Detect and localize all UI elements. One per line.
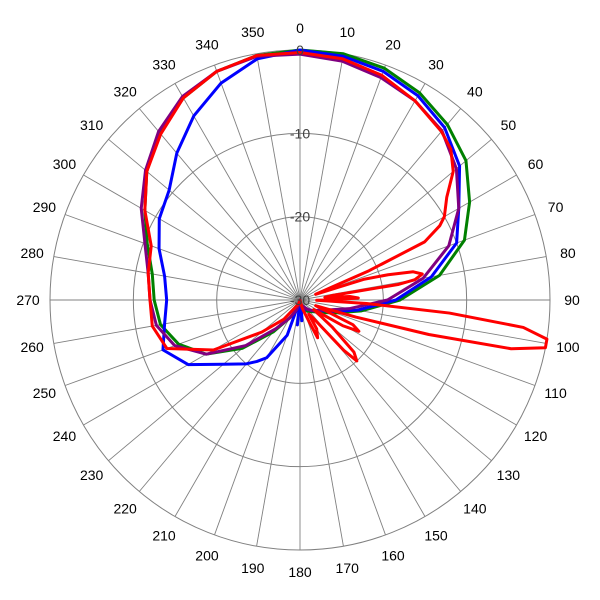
grid-spoke bbox=[108, 138, 301, 301]
angle-tick-label: 150 bbox=[424, 528, 448, 544]
angle-tick-label: 210 bbox=[152, 528, 176, 544]
grid-spoke bbox=[214, 64, 301, 301]
grid-spoke bbox=[138, 108, 301, 301]
angle-tick-label: 40 bbox=[467, 84, 483, 100]
angle-tick-label: 110 bbox=[544, 385, 567, 401]
angle-tick-label: 330 bbox=[152, 56, 176, 72]
grid-spoke bbox=[299, 299, 386, 536]
series-layer bbox=[139, 48, 549, 367]
angle-tick-label: 50 bbox=[501, 117, 517, 133]
angle-tick-label: 0 bbox=[296, 20, 304, 36]
angle-tick-labels: 0 10 20 30 40 50 60 70 80 90 100 110 120 130 140 150 160… bbox=[16, 20, 580, 580]
grid-spoke bbox=[299, 53, 344, 301]
grid-spoke bbox=[256, 53, 301, 301]
grid-spoke bbox=[299, 299, 547, 344]
angle-tick-label: 170 bbox=[336, 560, 360, 576]
angle-tick-label: 100 bbox=[556, 339, 580, 355]
angle-tick-label: 80 bbox=[560, 245, 576, 261]
grid-spoke bbox=[83, 299, 301, 426]
grid-spoke bbox=[299, 299, 344, 547]
angle-tick-label: 310 bbox=[80, 117, 104, 133]
angle-tick-label: 90 bbox=[564, 292, 580, 308]
angle-tick-label: 320 bbox=[113, 84, 137, 100]
angle-tick-label: 120 bbox=[524, 428, 548, 444]
grid-spoke bbox=[299, 64, 386, 301]
angle-tick-label: 350 bbox=[241, 24, 265, 40]
angle-tick-label: 30 bbox=[428, 56, 444, 72]
angle-tick-label: 300 bbox=[53, 156, 77, 172]
angle-tick-label: 250 bbox=[33, 385, 57, 401]
radial-tick-label: -10 bbox=[290, 125, 310, 141]
grid-spoke bbox=[174, 299, 301, 517]
grid-spoke bbox=[299, 108, 462, 301]
grid-spoke bbox=[299, 299, 536, 386]
angle-tick-label: 70 bbox=[548, 199, 564, 215]
angle-tick-label: 140 bbox=[463, 500, 487, 516]
series-line-2 bbox=[157, 48, 462, 367]
angle-tick-label: 260 bbox=[20, 339, 44, 355]
angle-tick-label: 60 bbox=[528, 156, 544, 172]
grid-spoke bbox=[83, 174, 301, 301]
angle-tick-label: 280 bbox=[20, 245, 44, 261]
grid-spoke bbox=[299, 174, 517, 301]
angle-tick-label: 230 bbox=[80, 467, 104, 483]
angle-tick-label: 20 bbox=[385, 36, 401, 52]
angle-tick-label: 160 bbox=[381, 548, 405, 564]
grid-spoke bbox=[53, 256, 301, 301]
angle-tick-label: 240 bbox=[53, 428, 77, 444]
grid-spoke bbox=[53, 299, 301, 344]
radial-tick-labels: 0 -10 -20 -30 bbox=[290, 42, 310, 308]
grid-spoke bbox=[64, 299, 301, 386]
grid-spoke bbox=[299, 299, 426, 517]
angle-tick-label: 340 bbox=[195, 36, 219, 52]
grid-spoke bbox=[256, 299, 301, 547]
angle-tick-label: 270 bbox=[16, 292, 40, 308]
radial-tick-label: 0 bbox=[296, 42, 304, 58]
grid-spoke bbox=[299, 83, 426, 301]
angle-tick-label: 130 bbox=[497, 467, 521, 483]
radial-tick-label: -30 bbox=[290, 292, 310, 308]
grid-spoke bbox=[64, 214, 301, 301]
angle-tick-label: 200 bbox=[195, 548, 219, 564]
grid-spoke bbox=[174, 83, 301, 301]
angle-tick-label: 190 bbox=[241, 560, 265, 576]
angle-tick-label: 180 bbox=[288, 564, 312, 580]
angle-tick-label: 220 bbox=[113, 500, 137, 516]
angle-tick-label: 290 bbox=[33, 199, 57, 215]
series-line-4 bbox=[143, 51, 549, 363]
grid-spoke bbox=[214, 299, 301, 536]
angle-tick-label: 10 bbox=[339, 24, 355, 40]
radial-tick-label: -20 bbox=[290, 209, 310, 225]
